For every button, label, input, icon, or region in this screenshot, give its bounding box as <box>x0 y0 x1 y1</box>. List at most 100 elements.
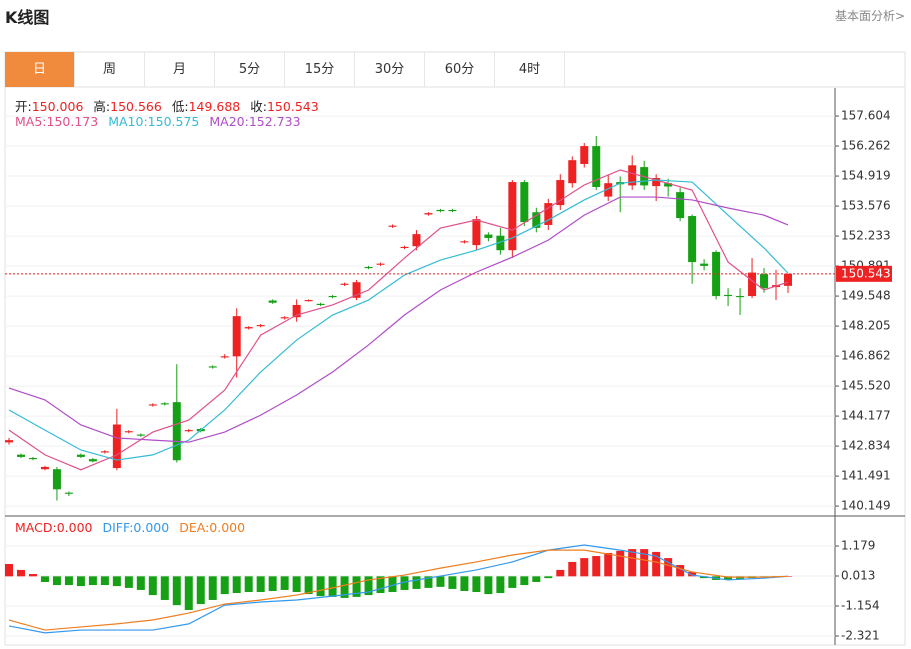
candle-body <box>340 283 349 285</box>
candle-body <box>16 454 25 457</box>
candle-body <box>748 272 757 297</box>
macd-bar <box>580 558 589 577</box>
candle-body <box>688 216 697 263</box>
y-tick-label: -1.154 <box>841 598 880 612</box>
candle-body <box>580 146 589 164</box>
ohlc-value: 149.688 <box>188 99 241 114</box>
period-tab[interactable]: 日 <box>5 52 75 87</box>
candle-body <box>412 234 421 247</box>
macd-bar <box>496 576 505 594</box>
macd-bar <box>40 576 49 582</box>
candle-body <box>256 325 265 327</box>
macd-bar <box>544 576 553 579</box>
candle-body <box>376 263 385 265</box>
y-tick-label: 140.149 <box>841 499 891 513</box>
candle-body <box>292 304 301 318</box>
y-tick-label: 148.205 <box>841 319 891 333</box>
ohlc-label: 低: <box>171 99 189 114</box>
candle-body <box>568 160 577 184</box>
candle-body <box>724 294 733 297</box>
y-tick-label: 142.834 <box>841 439 891 453</box>
candle-body <box>400 246 409 248</box>
candle-body <box>268 300 277 303</box>
macd-bar <box>292 576 301 593</box>
y-tick-label: -2.321 <box>841 628 880 642</box>
period-tab[interactable]: 30分 <box>355 52 425 87</box>
macd-bar <box>76 576 85 587</box>
y-tick-label: 144.177 <box>841 409 891 423</box>
macd-bar <box>256 576 265 593</box>
chart-frame <box>4 51 906 646</box>
candle-body <box>388 225 397 227</box>
candle-body <box>280 317 289 319</box>
macd-bar <box>52 576 61 586</box>
candle-body <box>64 492 73 494</box>
fundamental-link[interactable]: 基本面分析> <box>834 9 905 23</box>
candle-body <box>232 316 241 357</box>
macd-bar <box>5 564 13 577</box>
y-tick-label: 0.013 <box>841 569 875 583</box>
macd-bar <box>184 576 193 610</box>
candle-body <box>364 266 373 269</box>
period-tab[interactable]: 5分 <box>215 52 285 87</box>
candle-body <box>508 182 517 251</box>
macd-bar <box>316 576 325 597</box>
macd-bar <box>280 576 289 590</box>
macd-bar <box>268 576 277 591</box>
indicator-line <box>8 196 789 443</box>
macd-bar <box>604 552 613 577</box>
macd-bar <box>352 576 361 597</box>
y-tick-label: 141.491 <box>841 469 891 483</box>
macd-bar <box>724 576 733 580</box>
macd-bar <box>136 576 145 590</box>
legend-value: 0.000 <box>56 520 93 535</box>
legend-label: DEA: <box>179 520 210 535</box>
macd-bar <box>244 576 253 593</box>
candle-body <box>652 178 661 187</box>
macd-bar <box>124 576 133 588</box>
candle-body <box>40 466 49 470</box>
macd-bar <box>340 576 349 598</box>
y-tick-label: 149.548 <box>841 289 891 303</box>
candle-body <box>100 451 109 453</box>
page-title: K线图 <box>5 8 50 27</box>
candle-body <box>556 180 565 206</box>
candle-body <box>172 402 181 461</box>
macd-bar <box>172 576 181 606</box>
period-tab[interactable]: 月 <box>145 52 215 87</box>
legend-value: 0.000 <box>209 520 246 535</box>
macd-bar <box>676 565 685 577</box>
period-tab[interactable]: 60分 <box>425 52 495 87</box>
candle-body <box>472 219 481 246</box>
period-tab[interactable]: 15分 <box>285 52 355 87</box>
candle-body <box>136 434 145 436</box>
macd-bar <box>652 551 661 577</box>
macd-bar <box>484 576 493 595</box>
candle-body <box>124 431 133 433</box>
ohlc-row: 开:150.006 高:150.566 低:149.688 收:150.543 <box>15 96 319 115</box>
macd-bar <box>436 576 445 587</box>
macd-bar <box>664 558 673 577</box>
macd-bar <box>592 556 601 577</box>
legend-value: 150.575 <box>147 114 200 129</box>
period-tab[interactable]: 周 <box>75 52 145 87</box>
period-tab[interactable]: 4时 <box>495 52 565 87</box>
candle-body <box>436 210 445 212</box>
ohlc-value: 150.006 <box>31 99 84 114</box>
ohlc-label: 高: <box>93 99 111 114</box>
macd-bar <box>232 576 241 594</box>
candle-body <box>460 241 469 243</box>
candle-body <box>148 404 157 406</box>
macd-bar <box>376 576 385 594</box>
candle-body <box>28 458 37 460</box>
ohlc-value: 150.543 <box>266 99 319 114</box>
macd-bar <box>520 576 529 586</box>
candle-body <box>244 327 253 329</box>
macd-bar <box>556 569 565 577</box>
macd-bar <box>196 576 205 605</box>
candle-body <box>304 300 313 302</box>
legend-value: 152.733 <box>248 114 301 129</box>
macd-bar <box>532 576 541 582</box>
